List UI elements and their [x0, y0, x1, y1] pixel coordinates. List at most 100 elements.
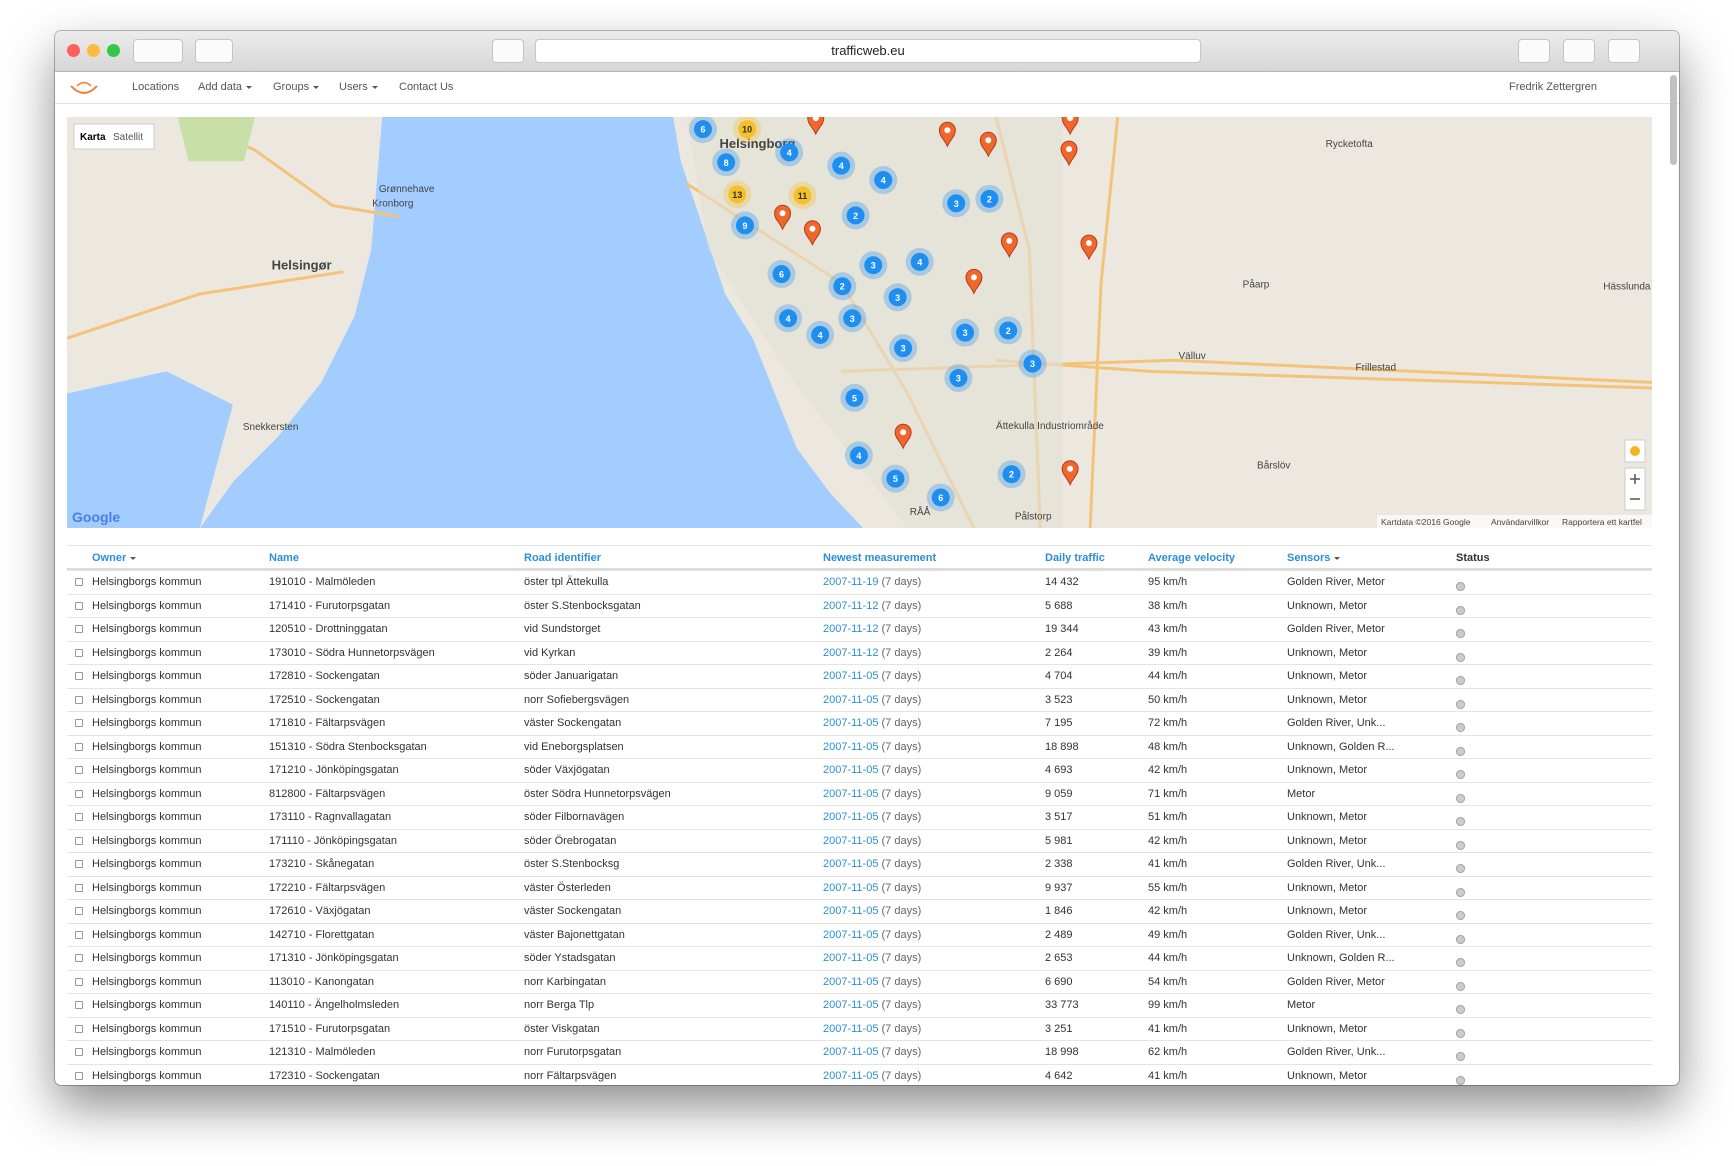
row-checkbox[interactable] [75, 1001, 83, 1009]
close-button[interactable] [67, 44, 80, 57]
row-checkbox[interactable] [75, 766, 83, 774]
measurement-date[interactable]: 2007-11-12 [823, 623, 878, 635]
map-type-button[interactable]: Satellit [113, 132, 143, 143]
row-checkbox[interactable] [75, 696, 83, 704]
measurement-date[interactable]: 2007-11-05 [823, 976, 878, 988]
row-checkbox[interactable] [75, 1072, 83, 1080]
place-label: Rycketofta [1326, 139, 1374, 150]
nav-item[interactable]: Users [339, 81, 378, 93]
download-button[interactable] [1518, 39, 1550, 63]
share-button[interactable] [1563, 39, 1595, 63]
measurement-date[interactable]: 2007-11-19 [823, 576, 878, 588]
status-dot [1456, 794, 1465, 803]
column-header[interactable]: Daily traffic [1045, 552, 1105, 564]
row-checkbox[interactable] [75, 860, 83, 868]
measurement-date[interactable]: 2007-11-05 [823, 1046, 878, 1058]
logo[interactable] [69, 78, 99, 96]
owner: Helsingborgs kommun [92, 976, 201, 988]
measurement-date[interactable]: 2007-11-05 [823, 882, 878, 894]
column-header[interactable]: Road identifier [524, 552, 601, 564]
marker-pin-dot [1066, 146, 1072, 152]
table-row: Helsingborgs kommun113010 - Kanongatanno… [67, 970, 1652, 994]
back-forward[interactable] [133, 39, 183, 63]
average-velocity: 41 km/h [1148, 1070, 1187, 1082]
map-type-button[interactable]: Karta [80, 132, 106, 143]
cluster-count: 3 [963, 328, 968, 338]
row-checkbox[interactable] [75, 790, 83, 798]
marker-pin-dot [944, 127, 950, 133]
average-velocity: 48 km/h [1148, 741, 1187, 753]
row-checkbox[interactable] [75, 931, 83, 939]
daily-traffic: 3 523 [1045, 694, 1073, 706]
average-velocity: 54 km/h [1148, 976, 1187, 988]
measurement-date[interactable]: 2007-11-05 [823, 858, 878, 870]
privacy-button[interactable] [492, 39, 524, 63]
row-checkbox[interactable] [75, 978, 83, 986]
row-checkbox[interactable] [75, 602, 83, 610]
measurement-date[interactable]: 2007-11-05 [823, 694, 878, 706]
measurement-date[interactable]: 2007-11-12 [823, 647, 878, 659]
minimize-button[interactable] [87, 44, 100, 57]
row-checkbox[interactable] [75, 719, 83, 727]
user-name[interactable]: Fredrik Zettergren [1509, 81, 1597, 93]
table-row: Helsingborgs kommun171810 - Fältarpsväge… [67, 711, 1652, 735]
column-header[interactable]: Newest measurement [823, 552, 936, 564]
road: norr Fältarpsvägen [524, 1070, 616, 1082]
measurement-date[interactable]: 2007-11-12 [823, 600, 878, 612]
row-checkbox[interactable] [75, 813, 83, 821]
row-checkbox[interactable] [75, 743, 83, 751]
row-checkbox[interactable] [75, 837, 83, 845]
row-checkbox[interactable] [75, 1048, 83, 1056]
measurement-date[interactable]: 2007-11-05 [823, 905, 878, 917]
measurement-date[interactable]: 2007-11-05 [823, 811, 878, 823]
name: 171210 - Jönköpingsgatan [269, 764, 399, 776]
column-header[interactable]: Name [269, 552, 299, 564]
address-bar[interactable]: trafficweb.eu [535, 39, 1201, 63]
nav-item[interactable]: Locations [132, 81, 179, 93]
status-dot [1456, 1052, 1465, 1061]
row-checkbox[interactable] [75, 907, 83, 915]
nav-item[interactable]: Contact Us [399, 81, 453, 93]
measurement-date[interactable]: 2007-11-05 [823, 764, 878, 776]
measurement-date[interactable]: 2007-11-05 [823, 999, 878, 1011]
row-checkbox[interactable] [75, 1025, 83, 1033]
tabs-button[interactable] [1608, 39, 1640, 63]
average-velocity: 41 km/h [1148, 1023, 1187, 1035]
measurement-date[interactable]: 2007-11-05 [823, 835, 878, 847]
road: norr Karbingatan [524, 976, 606, 988]
row-checkbox[interactable] [75, 672, 83, 680]
zoom-button[interactable] [107, 44, 120, 57]
measurement-date[interactable]: 2007-11-05 [823, 1070, 878, 1082]
measurement-date[interactable]: 2007-11-05 [823, 929, 878, 941]
average-velocity: 38 km/h [1148, 600, 1187, 612]
measurement-date[interactable]: 2007-11-05 [823, 788, 878, 800]
marker-pin-dot [900, 429, 906, 435]
row-checkbox[interactable] [75, 954, 83, 962]
owner: Helsingborgs kommun [92, 600, 201, 612]
measurement-date[interactable]: 2007-11-05 [823, 952, 878, 964]
newest-measurement: 2007-11-05 (7 days) [823, 835, 921, 847]
name: 171510 - Furutorpsgatan [269, 1023, 390, 1035]
measurement-age: (7 days) [882, 882, 922, 894]
measurement-date[interactable]: 2007-11-05 [823, 670, 878, 682]
row-checkbox[interactable] [75, 578, 83, 586]
daily-traffic: 2 264 [1045, 647, 1073, 659]
measurement-date[interactable]: 2007-11-05 [823, 741, 878, 753]
name: 812800 - Fältarpsvägen [269, 788, 385, 800]
row-checkbox[interactable] [75, 625, 83, 633]
table-row: Helsingborgs kommun140110 - Ängelholmsle… [67, 993, 1652, 1017]
measurement-date[interactable]: 2007-11-05 [823, 1023, 878, 1035]
sidebar-button[interactable] [195, 39, 233, 63]
row-checkbox[interactable] [75, 884, 83, 892]
column-header[interactable]: Owner [92, 552, 136, 564]
nav-item[interactable]: Groups [273, 81, 319, 93]
sensors: Unknown, Metor [1287, 835, 1367, 847]
row-checkbox[interactable] [75, 649, 83, 657]
measurement-date[interactable]: 2007-11-05 [823, 717, 878, 729]
nav-item[interactable]: Add data [198, 81, 252, 93]
cluster-count: 3 [1030, 359, 1035, 369]
place-label: Bårslöv [1257, 460, 1290, 472]
column-header[interactable]: Average velocity [1148, 552, 1235, 564]
column-header[interactable]: Sensors [1287, 552, 1340, 564]
